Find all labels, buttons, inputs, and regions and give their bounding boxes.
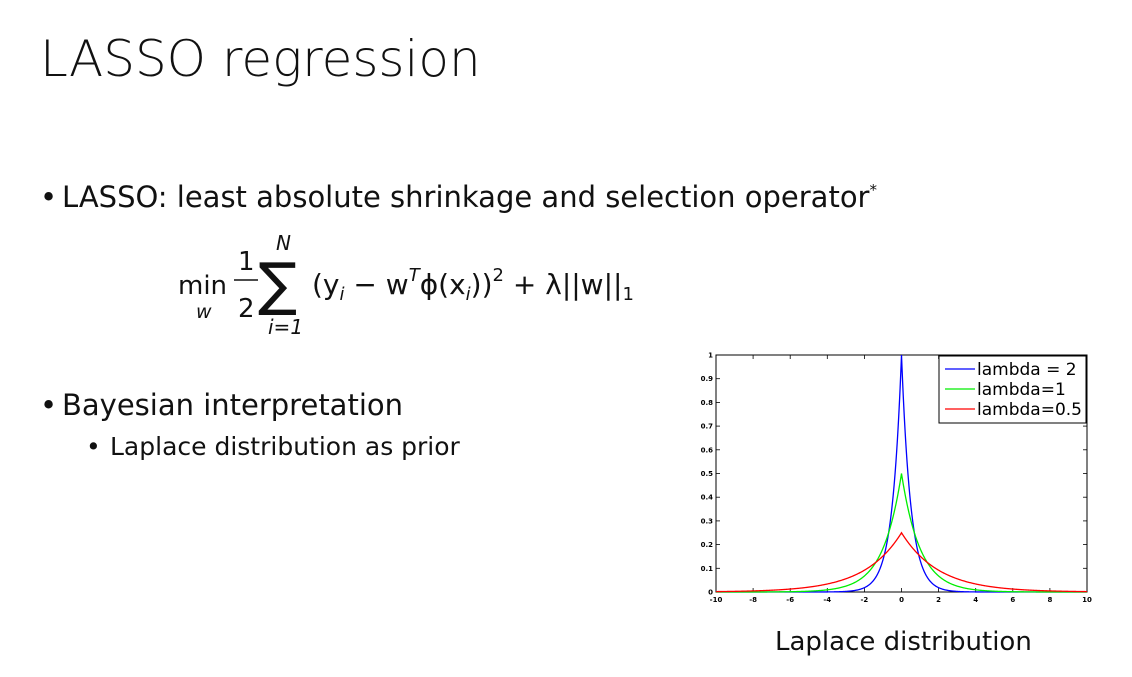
series-line-lambda-0-5 <box>716 531 1087 593</box>
legend-label: lambda = 2 <box>977 360 1077 380</box>
y-tick-label: 1 <box>708 352 713 360</box>
sub-bullet-laplace-prior: • Laplace distribution as prior <box>86 432 460 461</box>
y-tick-label: 0.5 <box>701 470 714 478</box>
bullet-bayesian: • Bayesian interpretation <box>40 388 403 422</box>
y-tick-label: 0 <box>708 589 713 597</box>
y-tick-label: 0.8 <box>701 399 714 407</box>
lasso-objective-formula: min w 1 2 ∑ N i=1 (yi − wTϕ(xi))2 + λ||w… <box>178 231 634 339</box>
y-tick-label: 0.6 <box>701 446 714 454</box>
x-tick-label: -8 <box>749 596 757 604</box>
y-tick-label: 0.1 <box>701 565 714 573</box>
sub-bullet-text: Laplace distribution as prior <box>110 432 460 461</box>
x-tick-label: 10 <box>1082 596 1092 604</box>
footnote-mark: * <box>869 181 877 199</box>
bullet-lasso-text: LASSO: least absolute shrinkage and sele… <box>62 180 870 214</box>
y-tick-label: 0.4 <box>701 494 714 502</box>
laplace-chart: -10 -8 -6 -4 -2 0 2 4 6 8 10 0 0.1 0.2 0.3 0.4 0.5 0.6 0.7… <box>690 342 1100 616</box>
formula-sum-symbol: ∑ <box>258 250 297 318</box>
y-tick-label: 0.2 <box>701 541 714 549</box>
formula-min: min <box>178 271 227 301</box>
formula-half-numerator: 1 <box>238 247 255 277</box>
legend-label: lambda=0.5 <box>977 400 1082 420</box>
x-tick-label: 4 <box>973 596 978 604</box>
formula-min-subscript: w <box>196 301 212 323</box>
slide-title: LASSO regression <box>40 30 481 88</box>
x-tick-label: -6 <box>786 596 794 604</box>
formula-sum-upper: N <box>276 231 291 255</box>
chart-caption: Laplace distribution <box>775 627 1032 657</box>
bullet-dot: • <box>40 180 58 214</box>
bullet-lasso: • LASSO: least absolute shrinkage and sel… <box>40 180 877 214</box>
bullet-bayesian-text: Bayesian interpretation <box>62 388 404 422</box>
x-tick-label: -4 <box>823 596 831 604</box>
formula-sum-lower: i=1 <box>268 315 303 339</box>
y-tick-label: 0.7 <box>701 423 714 431</box>
laplace-chart-svg: -10 -8 -6 -4 -2 0 2 4 6 8 10 0 0.1 0.2 0.3 0.4 0.5 0.6 0.7… <box>701 352 1092 605</box>
series-line-lambda-1 <box>716 473 1087 593</box>
x-tick-label: -2 <box>861 596 869 604</box>
formula-half-denominator: 2 <box>238 294 255 324</box>
x-tick-label: 8 <box>1047 596 1052 604</box>
y-tick-label: 0.9 <box>701 375 714 383</box>
sub-bullet-dot: • <box>86 432 101 461</box>
legend-label: lambda=1 <box>977 380 1066 400</box>
formula-body: (yi − wTϕ(xi))2 + λ||w||1 <box>312 265 634 305</box>
x-tick-label: 2 <box>936 596 941 604</box>
y-tick-label: 0.3 <box>701 517 714 525</box>
x-tick-label: 0 <box>899 596 904 604</box>
x-tick-label: -10 <box>710 596 723 604</box>
bullet-dot: • <box>40 388 58 422</box>
x-tick-label: 6 <box>1010 596 1015 604</box>
